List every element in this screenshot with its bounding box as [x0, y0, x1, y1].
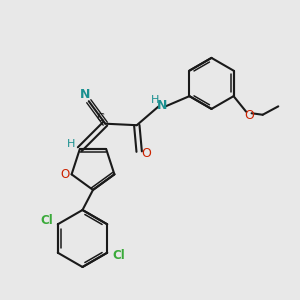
Text: Cl: Cl [40, 214, 53, 227]
Text: C: C [96, 113, 104, 123]
Text: H: H [67, 139, 76, 149]
Text: O: O [60, 168, 70, 181]
Text: N: N [157, 100, 167, 112]
Text: O: O [141, 147, 151, 160]
Text: O: O [244, 109, 254, 122]
Text: H: H [151, 95, 160, 105]
Text: Cl: Cl [113, 249, 126, 262]
Text: N: N [80, 88, 90, 101]
